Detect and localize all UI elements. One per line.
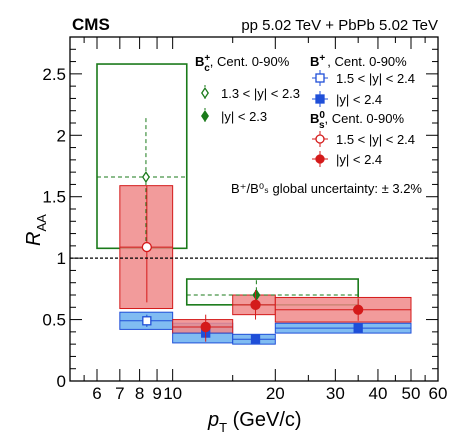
legend-group-title: B0 s, Cent. 0-90% <box>310 110 404 131</box>
y-tick-label: 2.5 <box>42 65 66 84</box>
data-point <box>141 171 150 184</box>
data-point <box>200 321 211 333</box>
y-tick-label: 1 <box>57 249 66 268</box>
y-axis-symbol: R <box>23 232 45 246</box>
legend-group-title: B+, Cent. 0-90% <box>310 53 407 69</box>
x-tick-label: 20 <box>266 384 285 403</box>
axes-layer: 0 0.5 1 1.5 2 2.5 6 7 8 9 10 20 30 40 50 60 <box>42 37 447 403</box>
legend-marker <box>201 110 209 122</box>
y-axis-subscript: AA <box>34 214 49 232</box>
data-point <box>250 299 261 310</box>
y-tick-label: 0 <box>57 372 66 391</box>
data-point <box>141 241 152 253</box>
legend: B+ c, Cent. 0-90% B+, Cent. 0-90% B0 s, Cent… <box>195 53 415 167</box>
x-tick-label: 60 <box>429 384 448 403</box>
legend-entry-label: |y| < 2.3 <box>221 109 267 124</box>
x-tick-label: 7 <box>115 384 124 403</box>
y-axis-label: RAA <box>23 214 49 246</box>
x-tick-label: 50 <box>402 384 421 403</box>
x-tick-label: 9 <box>152 384 161 403</box>
data-point <box>142 316 152 326</box>
x-tick-label: 6 <box>92 384 101 403</box>
data-markers-layer <box>97 118 411 344</box>
x-axis-subscript: T <box>219 420 227 435</box>
x-axis-label: pT (GeV/c) <box>207 409 302 435</box>
x-tick-label: 10 <box>163 384 182 403</box>
y-tick-label: 1.5 <box>42 188 66 207</box>
data-point <box>353 323 363 333</box>
x-axis-unit: (GeV/c) <box>227 409 301 431</box>
x-tick-label: 8 <box>135 384 144 403</box>
legend-marker <box>201 87 209 99</box>
x-axis-symbol: p <box>207 409 219 431</box>
legend-entry-label: 1.5 < |y| < 2.4 <box>336 132 415 147</box>
x-tick-label: 30 <box>326 384 345 403</box>
collision-label: pp 5.02 TeV + PbPb 5.02 TeV <box>241 17 438 34</box>
y-tick-label: 0.5 <box>42 311 66 330</box>
legend-marker <box>315 73 325 83</box>
global-uncertainty-note: B⁺/B⁰ₛ global uncertainty: ± 3.2% <box>231 181 422 196</box>
legend-group-title: B+ c, Cent. 0-90% <box>195 53 290 74</box>
y-tick-label: 2 <box>57 126 66 145</box>
legend-entry-label: |y| < 2.4 <box>336 152 382 167</box>
x-tick-label: 40 <box>368 384 387 403</box>
legend-marker <box>315 94 325 104</box>
data-point <box>250 334 261 344</box>
legend-entry-label: 1.3 < |y| < 2.3 <box>221 86 300 101</box>
legend-marker <box>315 154 325 164</box>
legend-entry-label: |y| < 2.4 <box>336 92 382 107</box>
legend-entry-label: 1.5 < |y| < 2.4 <box>336 71 415 86</box>
data-point <box>353 304 364 315</box>
experiment-label: CMS <box>72 15 110 34</box>
legend-marker <box>315 134 325 144</box>
